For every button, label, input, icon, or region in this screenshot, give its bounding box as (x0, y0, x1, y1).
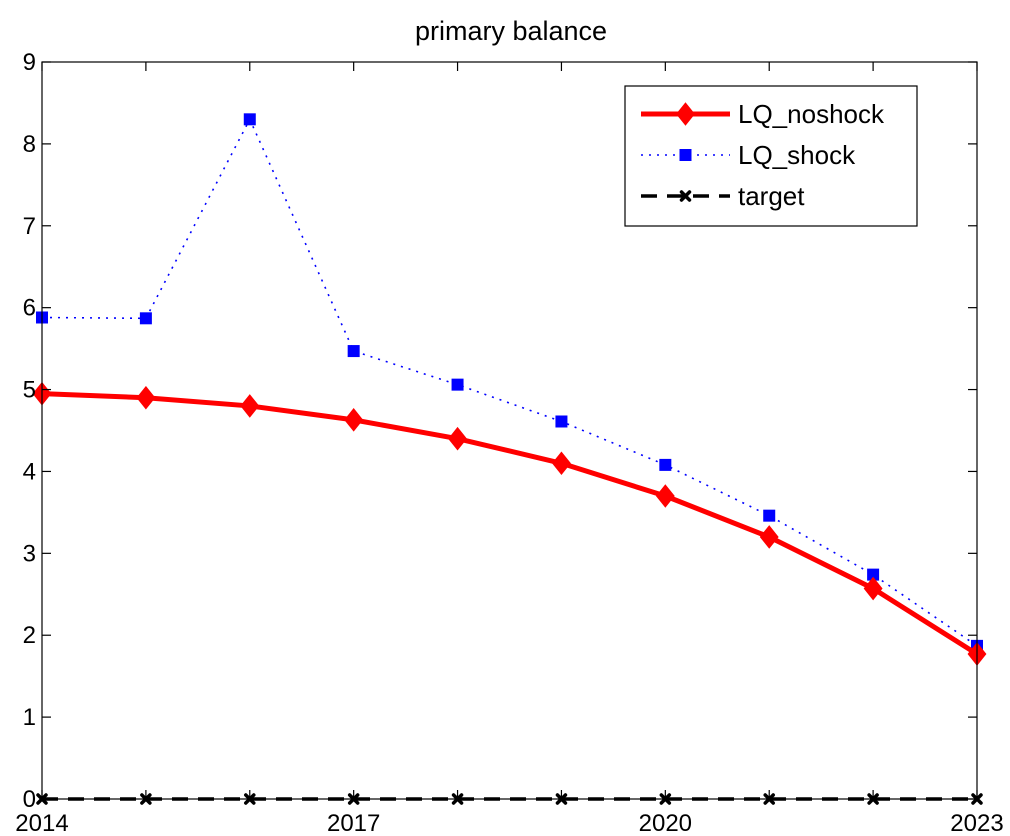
legend-box (624, 85, 918, 227)
y-tick-label: 8 (23, 131, 36, 158)
data-point-lq-shock (243, 113, 256, 126)
legend-marker-lq-noshock (676, 102, 695, 126)
y-tick-label: 4 (23, 458, 36, 485)
legend-entry-target: target (641, 181, 805, 211)
data-point-lq-noshock (863, 576, 883, 601)
data-point-lq-noshock (655, 484, 675, 508)
data-point-lq-noshock (759, 525, 779, 549)
series-line-lq-shock (41, 118, 978, 647)
data-point-lq-noshock (344, 408, 364, 432)
x-tick-label: 2020 (639, 810, 692, 836)
data-point-lq-shock (555, 415, 568, 428)
data-point-lq-noshock (136, 385, 156, 410)
y-tick-label: 7 (23, 213, 36, 240)
data-point-lq-noshock (240, 394, 260, 418)
axes-frame (41, 61, 978, 800)
legend-marker-target (679, 190, 692, 202)
data-point-lq-shock (659, 458, 672, 471)
y-tick-label: 5 (23, 377, 36, 404)
marker-stroke (679, 190, 692, 202)
legend-label-lq-noshock: LQ_noshock (738, 99, 885, 129)
data-point-lq-shock (763, 509, 776, 522)
y-tick-label: 2 (23, 622, 36, 649)
y-tick-label: 6 (23, 295, 36, 322)
axes: 0 1 2 3 4 5 6 7 8 9 2014 2017 2020 2023 (15, 49, 1003, 836)
x-tick-label: 2023 (950, 810, 1003, 836)
series-line-lq-noshock (41, 391, 979, 657)
data-point-lq-shock (139, 312, 152, 325)
legend-label-target: target (738, 181, 805, 211)
legend-entry-lq-shock: LQ_shock (641, 140, 856, 170)
data-point-lq-shock (347, 345, 360, 358)
x-tick-label: 2017 (327, 810, 380, 836)
legend-label-lq-shock: LQ_shock (738, 140, 856, 170)
y-tick-label: 0 (23, 786, 36, 813)
x-tick-label: 2014 (15, 810, 68, 836)
data-point-lq-shock (451, 378, 464, 391)
y-tick-label: 3 (23, 540, 36, 567)
y-tick-label: 9 (23, 49, 36, 76)
y-tick-label: 1 (23, 704, 36, 731)
data-point-lq-noshock (552, 451, 571, 476)
legend-entry-lq-noshock: LQ_noshock (641, 99, 885, 129)
legend-marker-lq-shock (679, 149, 692, 161)
chart-title: primary balance (415, 16, 607, 46)
data-point-lq-noshock (448, 426, 467, 451)
